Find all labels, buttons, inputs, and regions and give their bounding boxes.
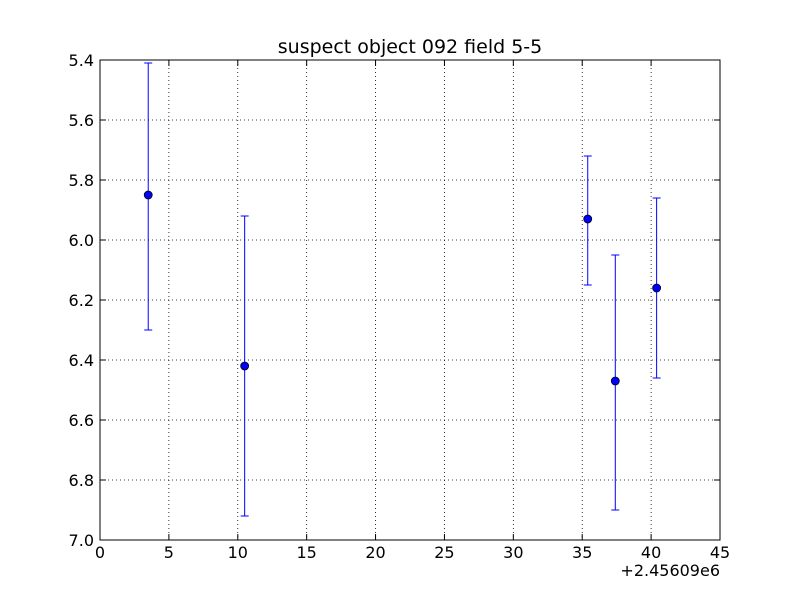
y-tick-label: 5.4 — [69, 51, 94, 70]
y-tick-label: 6.6 — [69, 411, 94, 430]
y-tick-label: 5.6 — [69, 111, 94, 130]
grid-lines — [100, 60, 720, 540]
data-point — [652, 283, 662, 293]
y-tick-label: 6.2 — [69, 291, 94, 310]
x-tick-label: 30 — [503, 543, 523, 562]
x-tick-label: 25 — [434, 543, 454, 562]
x-tick-label: 5 — [164, 543, 174, 562]
y-tick-label: 6.0 — [69, 231, 94, 250]
chart-title: suspect object 092 field 5-5 — [278, 36, 543, 58]
data-series — [143, 62, 662, 517]
tick-labels: 0 5 10 15 20 25 30 35 40 45 5.4 5.6 5.8 6.0 6.2 6.4 6.6 6… — [69, 51, 731, 562]
data-point — [240, 361, 250, 371]
data-point — [610, 376, 620, 386]
x-tick-label: 15 — [296, 543, 316, 562]
x-tick-label: 20 — [365, 543, 385, 562]
x-tick-label: 10 — [228, 543, 248, 562]
x-tick-label: 35 — [572, 543, 592, 562]
y-tick-label: 7.0 — [69, 531, 94, 550]
x-offset-label: +2.45609e6 — [620, 561, 720, 580]
y-tick-label: 6.8 — [69, 471, 94, 490]
x-tick-label: 0 — [95, 543, 105, 562]
y-tick-label: 6.4 — [69, 351, 94, 370]
x-tick-label: 45 — [710, 543, 730, 562]
plot-frame — [99, 59, 721, 541]
x-tick-label: 40 — [641, 543, 661, 562]
data-point — [143, 190, 153, 200]
data-point — [583, 214, 593, 224]
y-tick-label: 5.8 — [69, 171, 94, 190]
